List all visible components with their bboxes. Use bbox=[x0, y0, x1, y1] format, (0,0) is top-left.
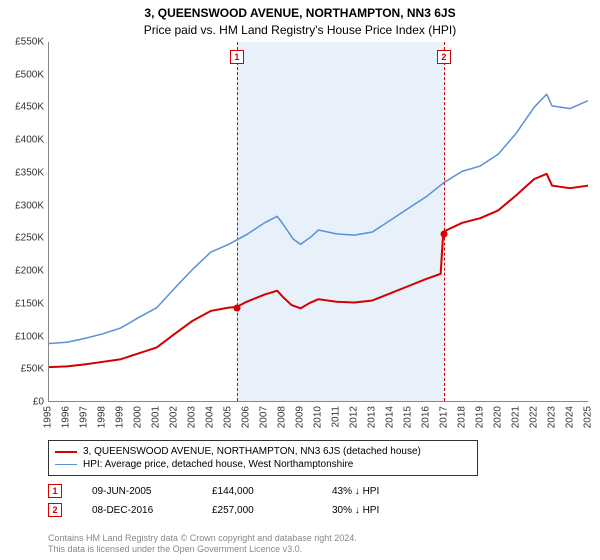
x-axis-tick: 2010 bbox=[313, 406, 324, 428]
sale-row: 1 09-JUN-2005 £144,000 43% ↓ HPI bbox=[48, 484, 422, 498]
sale-delta: 43% ↓ HPI bbox=[332, 486, 422, 497]
y-axis-tick: £350K bbox=[4, 167, 44, 178]
x-axis-tick: 2025 bbox=[583, 406, 594, 428]
x-axis-tick: 2013 bbox=[367, 406, 378, 428]
sale-marker-box: 1 bbox=[230, 50, 244, 64]
x-axis-tick: 1998 bbox=[97, 406, 108, 428]
x-axis-tick: 2017 bbox=[439, 406, 450, 428]
x-axis-tick: 2024 bbox=[565, 406, 576, 428]
y-axis-tick: £250K bbox=[4, 233, 44, 244]
legend-box: 3, QUEENSWOOD AVENUE, NORTHAMPTON, NN3 6… bbox=[48, 440, 478, 476]
legend-swatch bbox=[55, 451, 77, 453]
y-axis-tick: £0 bbox=[4, 397, 44, 408]
x-axis-tick: 2014 bbox=[385, 406, 396, 428]
x-axis-tick: 2008 bbox=[277, 406, 288, 428]
sale-dot bbox=[440, 230, 447, 237]
x-axis-tick: 2003 bbox=[187, 406, 198, 428]
y-axis-tick: £100K bbox=[4, 331, 44, 342]
x-axis-tick: 2004 bbox=[205, 406, 216, 428]
x-axis-tick: 2005 bbox=[223, 406, 234, 428]
series-property bbox=[49, 174, 588, 367]
y-axis-tick: £400K bbox=[4, 135, 44, 146]
x-axis-tick: 1995 bbox=[43, 406, 54, 428]
sale-marker-box: 2 bbox=[437, 50, 451, 64]
legend-swatch bbox=[55, 464, 77, 465]
sale-row-marker: 2 bbox=[48, 503, 62, 517]
chart-subtitle: Price paid vs. HM Land Registry's House … bbox=[0, 20, 600, 41]
legend-label: HPI: Average price, detached house, West… bbox=[83, 459, 353, 470]
sale-date: 08-DEC-2016 bbox=[92, 505, 182, 516]
chart-title: 3, QUEENSWOOD AVENUE, NORTHAMPTON, NN3 6… bbox=[0, 0, 600, 20]
line-layer bbox=[49, 42, 588, 401]
x-axis-tick: 2006 bbox=[241, 406, 252, 428]
x-axis-tick: 2007 bbox=[259, 406, 270, 428]
legend-item: HPI: Average price, detached house, West… bbox=[55, 458, 471, 471]
legend-item: 3, QUEENSWOOD AVENUE, NORTHAMPTON, NN3 6… bbox=[55, 445, 471, 458]
plot-area: 12 bbox=[48, 42, 588, 402]
sale-date: 09-JUN-2005 bbox=[92, 486, 182, 497]
x-axis-tick: 1996 bbox=[61, 406, 72, 428]
x-axis-tick: 2001 bbox=[151, 406, 162, 428]
footer-attribution: Contains HM Land Registry data © Crown c… bbox=[48, 533, 357, 556]
x-axis-tick: 2023 bbox=[547, 406, 558, 428]
sale-row: 2 08-DEC-2016 £257,000 30% ↓ HPI bbox=[48, 503, 422, 517]
y-axis-tick: £500K bbox=[4, 69, 44, 80]
sale-dot bbox=[233, 304, 240, 311]
x-axis-tick: 1997 bbox=[79, 406, 90, 428]
x-axis-tick: 2022 bbox=[529, 406, 540, 428]
y-axis-tick: £300K bbox=[4, 200, 44, 211]
y-axis-tick: £50K bbox=[4, 364, 44, 375]
x-axis-tick: 2015 bbox=[403, 406, 414, 428]
y-axis-tick: £200K bbox=[4, 266, 44, 277]
y-axis-tick: £150K bbox=[4, 298, 44, 309]
x-axis-tick: 2011 bbox=[331, 406, 342, 428]
x-axis-tick: 2016 bbox=[421, 406, 432, 428]
series-hpi bbox=[49, 94, 588, 343]
x-axis-tick: 2002 bbox=[169, 406, 180, 428]
x-axis-tick: 2009 bbox=[295, 406, 306, 428]
footer-line-1: Contains HM Land Registry data © Crown c… bbox=[48, 533, 357, 545]
x-axis-tick: 2018 bbox=[457, 406, 468, 428]
x-axis-tick: 2012 bbox=[349, 406, 360, 428]
y-axis-tick: £550K bbox=[4, 37, 44, 48]
x-axis-tick: 2000 bbox=[133, 406, 144, 428]
footer-line-2: This data is licensed under the Open Gov… bbox=[48, 544, 357, 556]
sale-price: £257,000 bbox=[212, 505, 302, 516]
y-axis-tick: £450K bbox=[4, 102, 44, 113]
chart-container: 3, QUEENSWOOD AVENUE, NORTHAMPTON, NN3 6… bbox=[0, 0, 600, 560]
x-axis-tick: 2021 bbox=[511, 406, 522, 428]
legend-label: 3, QUEENSWOOD AVENUE, NORTHAMPTON, NN3 6… bbox=[83, 446, 421, 457]
x-axis-tick: 2020 bbox=[493, 406, 504, 428]
x-axis-tick: 1999 bbox=[115, 406, 126, 428]
sale-row-marker: 1 bbox=[48, 484, 62, 498]
sales-table: 1 09-JUN-2005 £144,000 43% ↓ HPI 2 08-DEC-201… bbox=[48, 484, 422, 522]
sale-delta: 30% ↓ HPI bbox=[332, 505, 422, 516]
sale-price: £144,000 bbox=[212, 486, 302, 497]
x-axis-tick: 2019 bbox=[475, 406, 486, 428]
